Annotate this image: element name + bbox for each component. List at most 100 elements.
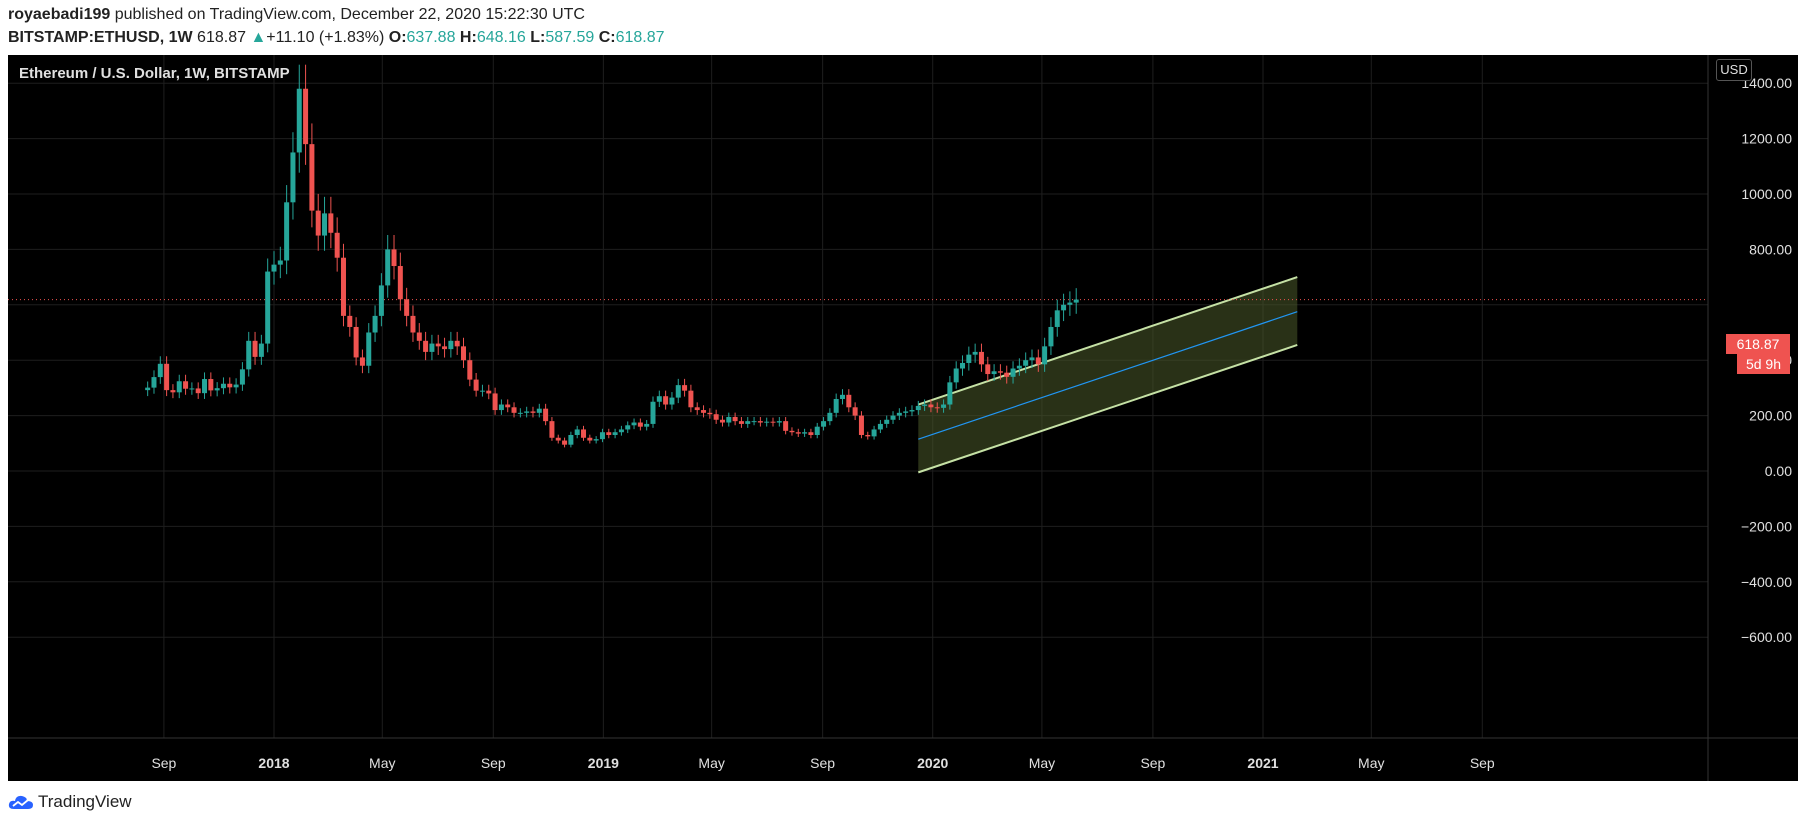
candle bbox=[960, 355, 966, 376]
candle bbox=[732, 412, 738, 426]
x-tick-label: 2020 bbox=[917, 755, 948, 771]
candle bbox=[1054, 299, 1060, 337]
candle bbox=[183, 374, 189, 395]
candle bbox=[682, 378, 688, 397]
candle bbox=[239, 362, 245, 391]
candle bbox=[498, 399, 504, 415]
candle bbox=[637, 418, 643, 431]
candle bbox=[776, 417, 782, 427]
candle bbox=[164, 356, 170, 397]
open-value: 637.88 bbox=[406, 29, 456, 46]
candle bbox=[277, 246, 283, 279]
candle bbox=[208, 372, 214, 397]
footer-brand[interactable]: TradingView bbox=[8, 792, 132, 812]
candle bbox=[460, 337, 466, 368]
y-tick-label: 1000.00 bbox=[1741, 186, 1792, 202]
candle bbox=[713, 409, 719, 424]
candle bbox=[145, 381, 151, 397]
candle bbox=[347, 305, 353, 337]
candle bbox=[1035, 349, 1041, 372]
candle bbox=[296, 64, 302, 173]
candle bbox=[271, 251, 277, 285]
candle bbox=[827, 408, 833, 426]
candle bbox=[536, 403, 542, 418]
candle bbox=[246, 331, 252, 377]
currency-button[interactable]: USD bbox=[1716, 59, 1752, 81]
candle bbox=[1042, 337, 1048, 372]
candle bbox=[985, 356, 991, 381]
x-tick-label: Sep bbox=[810, 755, 835, 771]
candle bbox=[833, 393, 839, 418]
candle bbox=[315, 193, 321, 251]
candle bbox=[625, 421, 631, 434]
candle bbox=[928, 399, 934, 413]
candle bbox=[991, 364, 997, 381]
close-value: 618.87 bbox=[615, 29, 665, 46]
regression-channel-fill bbox=[918, 277, 1298, 473]
candle bbox=[492, 387, 498, 415]
candle bbox=[587, 434, 593, 444]
candle bbox=[479, 384, 485, 397]
chart-area[interactable]: 1400.001200.001000.00800.00400.00200.000… bbox=[8, 55, 1798, 781]
candle bbox=[1004, 365, 1010, 384]
candle bbox=[821, 417, 827, 431]
candle bbox=[618, 425, 624, 436]
low-value: 587.59 bbox=[545, 29, 595, 46]
candle bbox=[176, 374, 182, 399]
candle bbox=[751, 417, 757, 426]
open-label: O: bbox=[388, 29, 407, 46]
candle bbox=[650, 396, 656, 428]
candle bbox=[467, 352, 473, 387]
candle bbox=[511, 402, 517, 418]
x-tick-label: May bbox=[1029, 755, 1055, 771]
candle bbox=[941, 399, 947, 413]
price-chart[interactable]: 1400.001200.001000.00800.00400.00200.000… bbox=[8, 55, 1798, 781]
publish-info: royaebadi199 published on TradingView.co… bbox=[8, 6, 585, 24]
candle bbox=[568, 431, 574, 448]
bar-countdown-tag: 5d 9h bbox=[1737, 354, 1790, 374]
candle bbox=[214, 382, 220, 397]
x-tick-label: May bbox=[369, 755, 395, 771]
y-tick-label: −600.00 bbox=[1741, 629, 1792, 645]
candle bbox=[972, 343, 978, 363]
chart-title: Ethereum / U.S. Dollar, 1W, BITSTAMP bbox=[19, 65, 290, 82]
y-tick-label: 0.00 bbox=[1765, 463, 1792, 479]
candle bbox=[372, 305, 378, 342]
candle bbox=[884, 415, 890, 428]
candle bbox=[846, 389, 852, 413]
candle bbox=[966, 346, 972, 371]
candle bbox=[1016, 358, 1022, 376]
channel-upper-line bbox=[917, 276, 1298, 406]
candle bbox=[1029, 349, 1035, 368]
candle bbox=[719, 415, 725, 427]
x-tick-label: 2018 bbox=[258, 755, 289, 771]
candle bbox=[258, 334, 264, 365]
channel-lower-line bbox=[917, 344, 1298, 474]
candle bbox=[865, 431, 871, 440]
y-tick-label: −400.00 bbox=[1741, 574, 1792, 590]
candle bbox=[858, 411, 864, 439]
candle bbox=[284, 185, 290, 275]
candle bbox=[978, 343, 984, 372]
candle bbox=[227, 377, 233, 394]
x-tick-label: May bbox=[1358, 755, 1384, 771]
candle bbox=[877, 419, 883, 434]
candle bbox=[233, 378, 239, 394]
candle bbox=[334, 217, 340, 272]
last-price-tag: 618.87 bbox=[1726, 334, 1790, 354]
candle bbox=[631, 418, 637, 430]
price-change: +11.10 (+1.83%) bbox=[266, 29, 385, 46]
candle bbox=[220, 377, 226, 395]
candle bbox=[309, 123, 315, 228]
candle bbox=[656, 390, 662, 408]
candle bbox=[953, 361, 959, 389]
candle bbox=[303, 64, 309, 165]
candle bbox=[195, 382, 201, 399]
candle bbox=[701, 405, 707, 418]
symbol-info: BITSTAMP:ETHUSD, 1W 618.87 ▲+11.10 (+1.8… bbox=[8, 29, 665, 47]
candle bbox=[543, 403, 549, 426]
author-name[interactable]: royaebadi199 bbox=[8, 6, 111, 23]
up-arrow-icon: ▲ bbox=[250, 29, 267, 46]
candle bbox=[454, 331, 460, 355]
last-price: 618.87 bbox=[197, 29, 246, 46]
